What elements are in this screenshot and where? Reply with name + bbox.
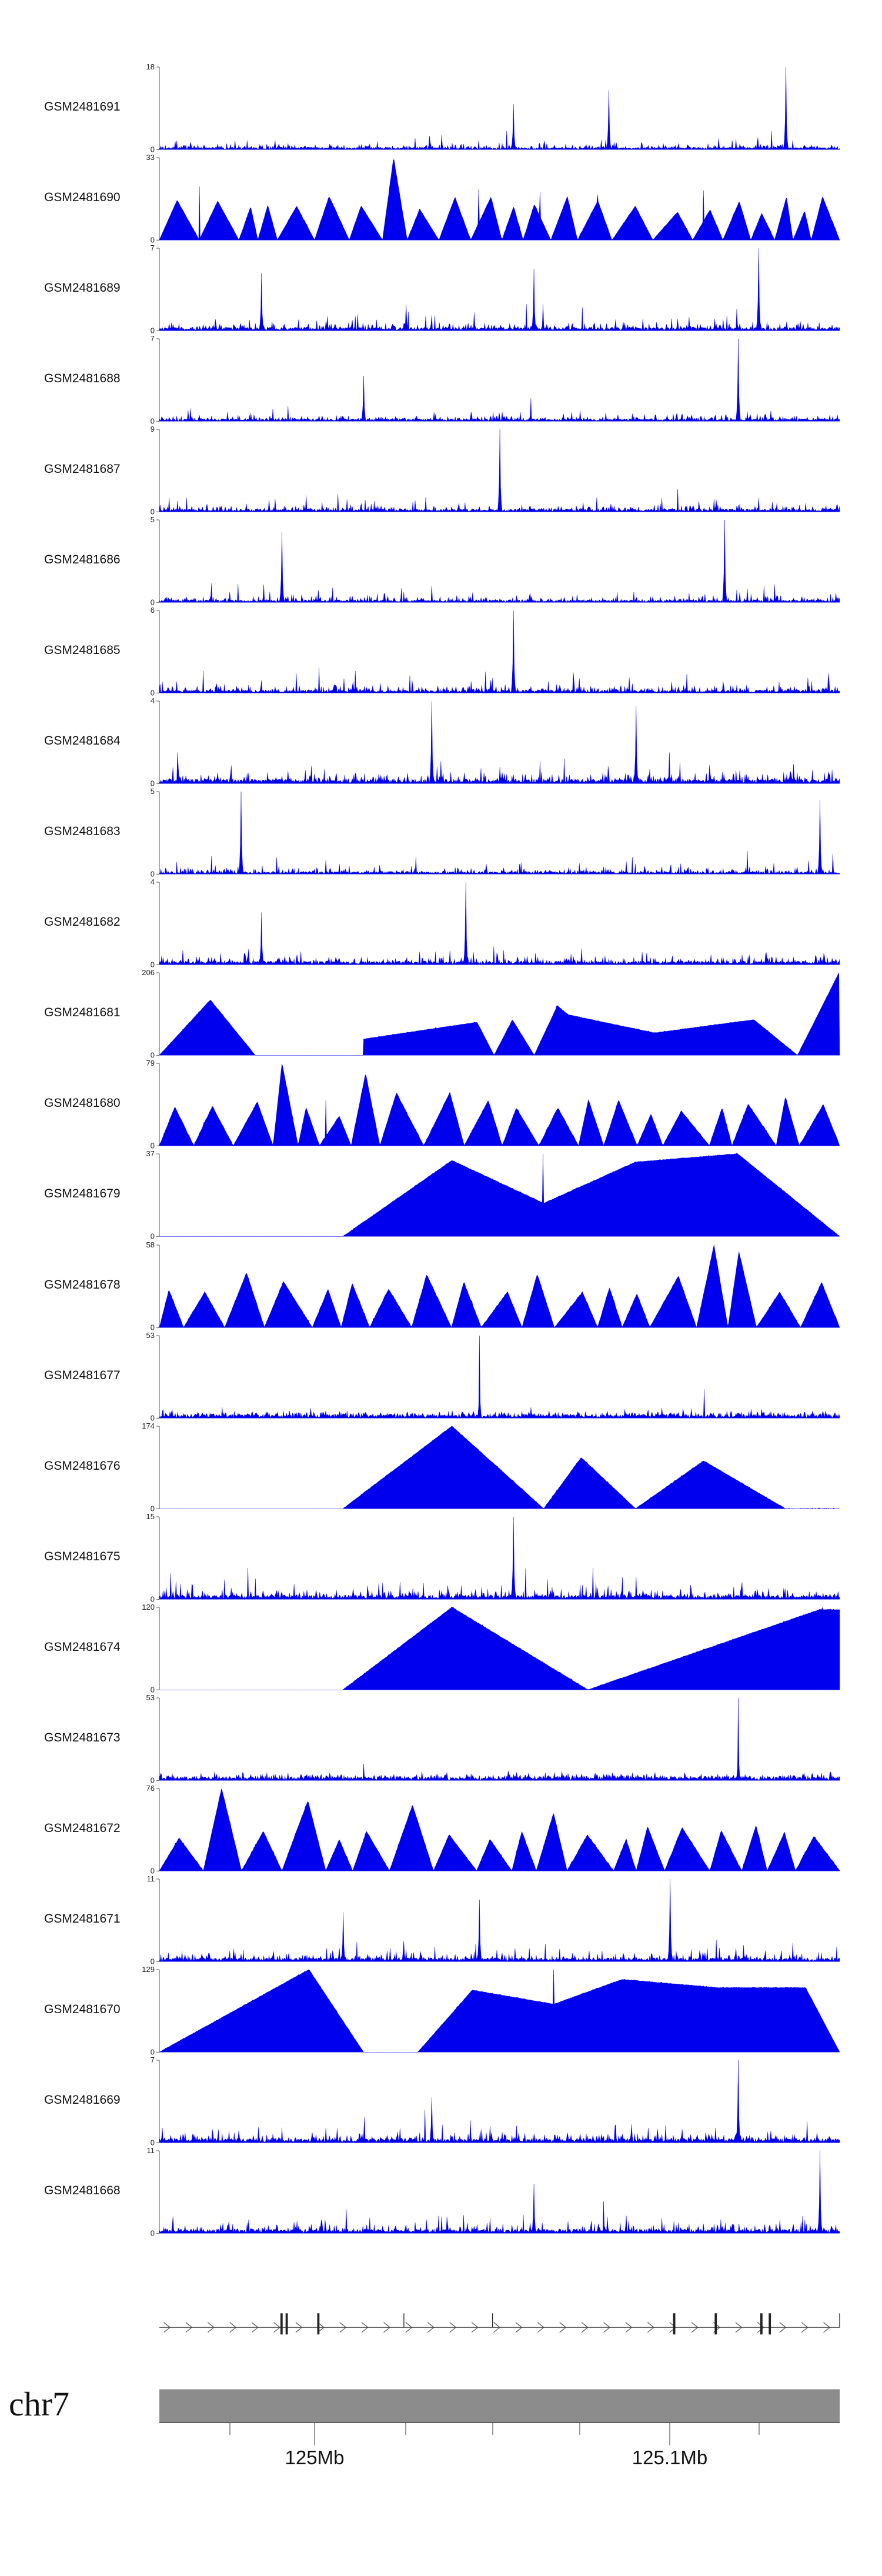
svg-text:4: 4 (151, 696, 155, 705)
svg-text:125.1Mb: 125.1Mb (632, 2447, 707, 2468)
svg-text:7: 7 (151, 243, 155, 252)
svg-text:15: 15 (146, 1512, 155, 1521)
svg-text:0: 0 (151, 2228, 155, 2237)
svg-text:174: 174 (142, 1422, 155, 1430)
svg-text:76: 76 (146, 1784, 155, 1793)
svg-text:58: 58 (146, 1240, 155, 1249)
svg-text:53: 53 (146, 1693, 155, 1702)
svg-text:120: 120 (142, 1603, 155, 1611)
svg-text:206: 206 (142, 968, 155, 977)
svg-text:5: 5 (151, 787, 155, 796)
svg-text:37: 37 (146, 1149, 155, 1158)
svg-text:33: 33 (146, 153, 155, 162)
svg-text:125Mb: 125Mb (285, 2447, 345, 2468)
svg-text:5: 5 (151, 515, 155, 524)
svg-text:129: 129 (142, 1965, 155, 1974)
svg-text:9: 9 (151, 425, 155, 433)
svg-text:11: 11 (147, 2146, 155, 2155)
svg-text:79: 79 (146, 1059, 155, 1067)
svg-text:7: 7 (151, 334, 155, 343)
svg-text:18: 18 (146, 62, 155, 71)
svg-text:4: 4 (151, 877, 155, 886)
svg-text:53: 53 (146, 1331, 155, 1340)
svg-text:7: 7 (151, 2056, 155, 2064)
svg-text:11: 11 (147, 1874, 155, 1883)
svg-text:6: 6 (151, 606, 155, 615)
